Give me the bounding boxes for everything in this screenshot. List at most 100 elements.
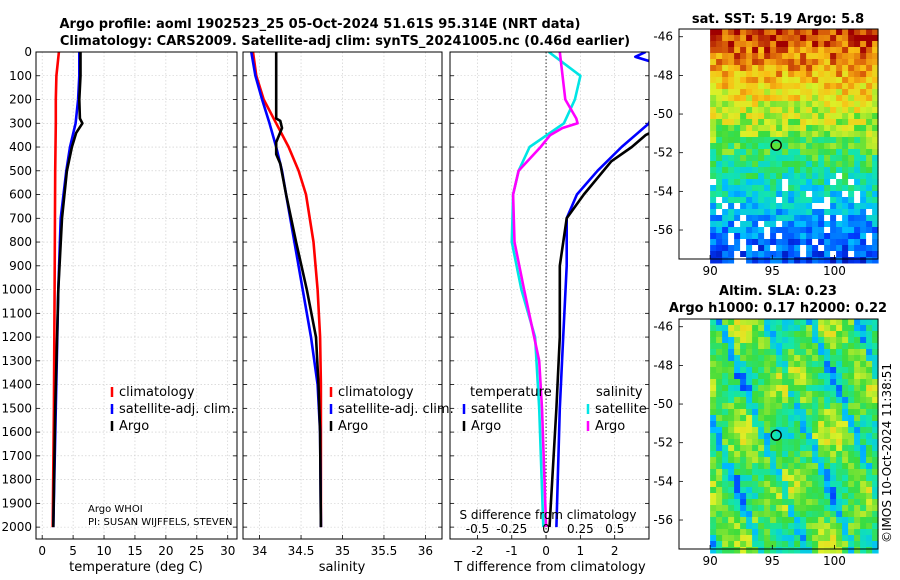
map-cell	[740, 343, 747, 350]
map-cell	[812, 487, 819, 494]
map-cell	[842, 547, 849, 554]
map-cell	[752, 541, 759, 548]
map-cell	[842, 113, 849, 120]
map-cell	[836, 29, 843, 36]
map-cell	[752, 415, 759, 422]
map-cell	[860, 71, 867, 78]
map-cell	[812, 143, 819, 150]
map-cell	[710, 131, 717, 138]
map-cell	[716, 499, 723, 506]
map-cell	[824, 337, 831, 344]
map-cell	[842, 373, 849, 380]
map-cell	[854, 203, 861, 210]
map-cell	[776, 149, 783, 156]
map-cell	[866, 499, 873, 506]
map-cell	[806, 373, 813, 380]
map-cell	[818, 367, 825, 374]
map-cell	[854, 487, 861, 494]
map-cell	[764, 325, 771, 332]
map-cell	[764, 239, 771, 246]
map-cell	[848, 367, 855, 374]
map-cell	[848, 541, 855, 548]
map-cell	[854, 427, 861, 434]
map-cell	[860, 161, 867, 168]
map-cell	[776, 523, 783, 530]
map-cell	[782, 325, 789, 332]
map-cell	[776, 233, 783, 240]
map-cell	[842, 185, 849, 192]
map-cell	[710, 529, 717, 536]
map-cell	[746, 65, 753, 72]
s-tick-label: -0.5	[466, 522, 489, 536]
map-cell	[788, 463, 795, 470]
map-cell	[776, 505, 783, 512]
map-cell	[734, 257, 741, 264]
map-cell	[782, 131, 789, 138]
map-cell	[716, 125, 723, 132]
map-cell	[836, 209, 843, 216]
map-cell	[842, 475, 849, 482]
map-cell	[854, 385, 861, 392]
map-cell	[776, 403, 783, 410]
map-cell	[764, 331, 771, 338]
map-cell	[782, 197, 789, 204]
map-cell	[836, 475, 843, 482]
map-cell	[764, 337, 771, 344]
map-cell	[836, 47, 843, 54]
map-cell	[746, 349, 753, 356]
map-cell	[728, 469, 735, 476]
map-cell	[824, 47, 831, 54]
map-cell	[866, 131, 873, 138]
map-cell	[860, 451, 867, 458]
map-cell	[818, 325, 825, 332]
map-cell	[740, 179, 747, 186]
map-cell	[842, 331, 849, 338]
map-cell	[818, 131, 825, 138]
map-cell	[722, 325, 729, 332]
map-cell	[836, 325, 843, 332]
map-cell	[788, 451, 795, 458]
map-cell	[782, 77, 789, 84]
map-cell	[776, 239, 783, 246]
map-cell	[800, 469, 807, 476]
map-cell	[794, 439, 801, 446]
map-cell	[818, 119, 825, 126]
map-cell	[758, 463, 765, 470]
map-y-tick-label: -52	[653, 436, 673, 450]
map-cell	[758, 77, 765, 84]
series-line-climatology	[251, 52, 323, 528]
map-cell	[788, 161, 795, 168]
map-cell	[752, 493, 759, 500]
x-tick-label: 5	[69, 544, 77, 558]
panel-frame	[242, 51, 443, 540]
map-cell	[794, 167, 801, 174]
map-cell	[800, 499, 807, 506]
map-cell	[710, 35, 717, 42]
map-cell	[734, 517, 741, 524]
legend-sat-label: satellite-adj. clim.	[338, 402, 454, 417]
map-cell	[758, 511, 765, 518]
map-cell	[776, 343, 783, 350]
map-cell	[734, 505, 741, 512]
salinity-legend: climatology satellite-adj. clim. Argo	[329, 385, 454, 434]
map-cell	[758, 161, 765, 168]
map-cell	[776, 77, 783, 84]
map-cell	[752, 517, 759, 524]
map-cell	[782, 53, 789, 60]
map-cell	[866, 331, 873, 338]
map-cell	[752, 385, 759, 392]
map-cell	[728, 113, 735, 120]
map-cell	[788, 191, 795, 198]
map-cell	[734, 137, 741, 144]
map-cell	[830, 53, 837, 60]
legend-argo-label: Argo	[119, 419, 149, 434]
map-cell	[842, 29, 849, 36]
map-cell	[746, 517, 753, 524]
map-cell	[794, 221, 801, 228]
map-cell	[722, 481, 729, 488]
map-cell	[782, 373, 789, 380]
map-cell	[800, 89, 807, 96]
map-cell	[788, 409, 795, 416]
map-cell	[872, 523, 879, 530]
